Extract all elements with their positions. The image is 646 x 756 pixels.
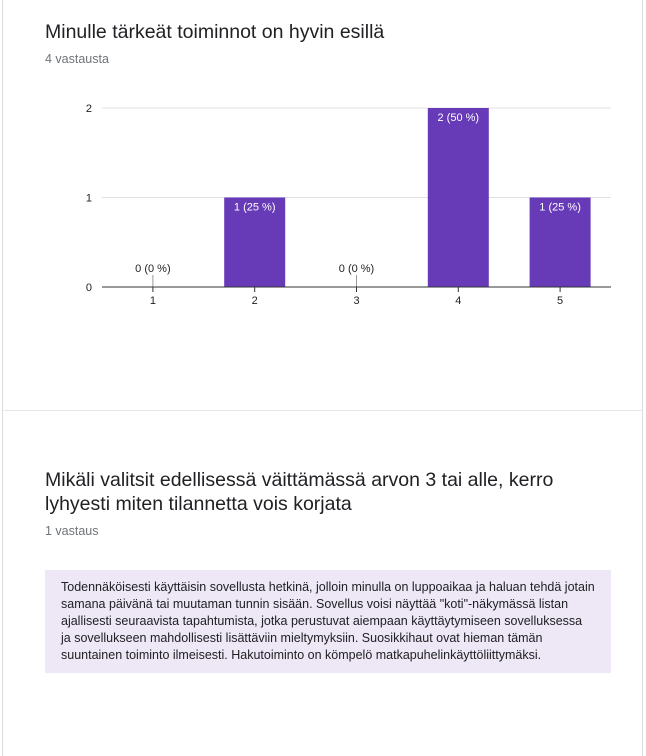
response-text: Todennäköisesti käyttäisin sovellusta he… bbox=[45, 570, 611, 673]
question-card-2: Mikäli valitsit edellisessä väittämässä … bbox=[2, 411, 643, 756]
question-title-line-1: Mikäli valitsit edellisessä väittämässä … bbox=[45, 469, 554, 491]
response-count: 1 vastaus bbox=[45, 524, 99, 538]
x-tick-label: 2 bbox=[252, 295, 258, 307]
bar bbox=[427, 108, 489, 287]
question-card-1: Minulle tärkeät toiminnot on hyvin esill… bbox=[2, 0, 643, 411]
x-tick-label: 4 bbox=[455, 295, 461, 307]
data-label: 0 (0 %) bbox=[339, 263, 374, 275]
question-title: Mikäli valitsit edellisessä väittämässä … bbox=[45, 468, 553, 516]
data-label: 0 (0 %) bbox=[135, 263, 170, 275]
x-tick-label: 3 bbox=[353, 295, 359, 307]
x-tick-label: 5 bbox=[557, 295, 563, 307]
bar bbox=[529, 197, 591, 287]
bar bbox=[224, 197, 286, 287]
bar-chart: 0 1 2 0 (0 %) 1 1 (25 %) 2 0 (0 %) 3 2 (50 %) 4 1 (… bbox=[86, 103, 611, 307]
y-tick-label: 1 bbox=[86, 193, 92, 205]
question-title: Minulle tärkeät toiminnot on hyvin esill… bbox=[45, 21, 385, 43]
data-label: 2 (50 %) bbox=[438, 112, 480, 124]
data-label: 1 (25 %) bbox=[234, 202, 276, 214]
question-title-line-2: lyhyesti miten tilannetta vois korjata bbox=[45, 493, 352, 515]
y-tick-label: 0 bbox=[86, 282, 92, 294]
data-label: 1 (25 %) bbox=[539, 202, 581, 214]
y-tick-label: 2 bbox=[86, 103, 92, 115]
response-count: 4 vastausta bbox=[45, 52, 109, 66]
x-tick-label: 1 bbox=[150, 295, 156, 307]
